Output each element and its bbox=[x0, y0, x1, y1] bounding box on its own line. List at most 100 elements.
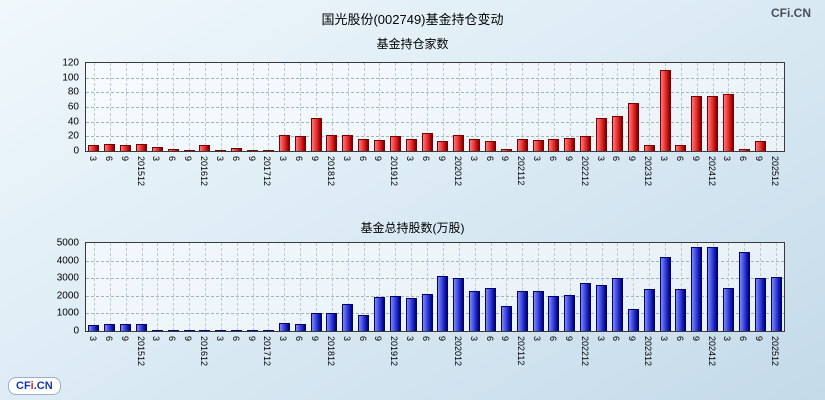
bar-20249 bbox=[691, 246, 703, 331]
x-tick-label: 9 bbox=[690, 336, 701, 342]
x-tick-label: 3 bbox=[278, 336, 289, 342]
x-tick-label: 9 bbox=[119, 156, 130, 162]
bar-20153 bbox=[88, 324, 100, 331]
y-tick-label: 0 bbox=[73, 325, 79, 337]
x-tick-label: 9 bbox=[436, 336, 447, 342]
bar-20159 bbox=[120, 324, 132, 331]
bar-20153 bbox=[88, 145, 100, 151]
x-tick-label: 9 bbox=[436, 156, 447, 162]
bar-20226 bbox=[548, 138, 560, 151]
x-tick-label: 3 bbox=[659, 336, 670, 342]
x-tick-label: 201812 bbox=[325, 336, 336, 367]
x-tick-label: 9 bbox=[310, 336, 321, 342]
fund-count-x-axis: 3 6 9 201512 3 6 9 201612 3 6 9 201712 3 6 9 201812 3 6 9 2… bbox=[85, 154, 785, 202]
bar-20189 bbox=[310, 118, 322, 151]
bar-20223 bbox=[532, 140, 544, 151]
x-tick-label: 201712 bbox=[262, 336, 273, 367]
bar-20233 bbox=[596, 285, 608, 331]
bar-20196 bbox=[358, 139, 370, 151]
x-tick-label: 6 bbox=[357, 336, 368, 342]
bar-20243 bbox=[659, 257, 671, 331]
x-tick-label: 202412 bbox=[706, 156, 717, 187]
x-tick-label: 3 bbox=[532, 156, 543, 162]
bar-20256 bbox=[738, 148, 750, 151]
x-tick-label: 3 bbox=[405, 336, 416, 342]
x-tick-label: 6 bbox=[357, 156, 368, 162]
bar-202412 bbox=[707, 247, 719, 331]
bar-20169 bbox=[183, 330, 195, 331]
x-tick-label: 6 bbox=[230, 336, 241, 342]
x-tick-label: 202512 bbox=[770, 336, 781, 367]
bar-20179 bbox=[247, 330, 259, 331]
x-tick-label: 6 bbox=[547, 156, 558, 162]
x-tick-label: 3 bbox=[722, 336, 733, 342]
bar-20229 bbox=[564, 137, 576, 151]
x-tick-label: 6 bbox=[611, 336, 622, 342]
bar-201612 bbox=[199, 145, 211, 151]
bar-202112 bbox=[516, 290, 528, 331]
x-tick-label: 6 bbox=[421, 336, 432, 342]
x-tick-label: 6 bbox=[103, 156, 114, 162]
bar-20253 bbox=[722, 93, 734, 151]
x-tick-label: 9 bbox=[373, 156, 384, 162]
x-tick-label: 6 bbox=[167, 336, 178, 342]
x-tick-label: 9 bbox=[246, 156, 257, 162]
bar-20219 bbox=[500, 306, 512, 331]
x-tick-label: 3 bbox=[151, 336, 162, 342]
x-tick-label: 201912 bbox=[389, 156, 400, 187]
bar-202312 bbox=[643, 288, 655, 331]
bar-20229 bbox=[564, 294, 576, 331]
bar-20163 bbox=[151, 329, 163, 331]
x-tick-label: 3 bbox=[595, 336, 606, 342]
y-tick-label: 2000 bbox=[56, 290, 79, 302]
bar-20206 bbox=[421, 294, 433, 331]
x-tick-label: 9 bbox=[246, 336, 257, 342]
x-tick-label: 6 bbox=[103, 336, 114, 342]
fund-shares-x-axis: 3 6 9 201512 3 6 9 201612 3 6 9 201712 3 6 9 201812 3 6 9 2… bbox=[85, 334, 785, 382]
x-tick-label: 9 bbox=[627, 336, 638, 342]
bar-20186 bbox=[294, 136, 306, 151]
x-tick-label: 6 bbox=[421, 156, 432, 162]
bar-20179 bbox=[247, 150, 259, 151]
x-tick-label: 201612 bbox=[198, 156, 209, 187]
x-tick-label: 3 bbox=[87, 336, 98, 342]
y-tick-label: 100 bbox=[62, 72, 79, 84]
y-tick-label: 4000 bbox=[56, 255, 79, 267]
x-tick-label: 6 bbox=[230, 156, 241, 162]
x-tick-label: 201712 bbox=[262, 156, 273, 187]
x-tick-label: 202512 bbox=[770, 156, 781, 187]
x-tick-label: 3 bbox=[341, 336, 352, 342]
y-tick-label: 20 bbox=[67, 130, 79, 142]
x-tick-label: 3 bbox=[468, 156, 479, 162]
x-tick-label: 6 bbox=[294, 156, 305, 162]
bar-20166 bbox=[167, 330, 179, 331]
x-tick-label: 9 bbox=[310, 156, 321, 162]
cfi-logo-text: CFi.CN bbox=[16, 380, 53, 392]
bar-20233 bbox=[596, 118, 608, 151]
bar-201712 bbox=[262, 330, 274, 331]
bar-201912 bbox=[389, 136, 401, 151]
fund-shares-chart-title: 基金总持股数(万股) bbox=[360, 221, 465, 235]
fund-shares-plot: 0 1000 2000 3000 4000 5000 bbox=[57, 238, 785, 337]
bar-201912 bbox=[389, 295, 401, 331]
x-tick-label: 6 bbox=[167, 156, 178, 162]
x-tick-label: 9 bbox=[500, 156, 511, 162]
x-tick-label: 9 bbox=[754, 156, 765, 162]
bar-20196 bbox=[358, 315, 370, 331]
bar-20213 bbox=[469, 290, 481, 331]
bar-20256 bbox=[738, 251, 750, 331]
x-tick-label: 202212 bbox=[579, 336, 590, 367]
y-tick-label: 3000 bbox=[56, 272, 79, 284]
x-tick-label: 202212 bbox=[579, 156, 590, 187]
x-tick-label: 202112 bbox=[516, 336, 527, 366]
y-tick-label: 1000 bbox=[56, 307, 79, 319]
bar-20206 bbox=[421, 132, 433, 151]
x-tick-label: 9 bbox=[183, 336, 194, 342]
y-tick-label: 0 bbox=[73, 145, 79, 157]
x-tick-label: 3 bbox=[278, 156, 289, 162]
bar-20226 bbox=[548, 295, 560, 331]
x-tick-label: 202012 bbox=[452, 156, 463, 187]
bar-20209 bbox=[437, 276, 449, 331]
x-tick-label: 9 bbox=[690, 156, 701, 162]
bar-201712 bbox=[262, 150, 274, 151]
